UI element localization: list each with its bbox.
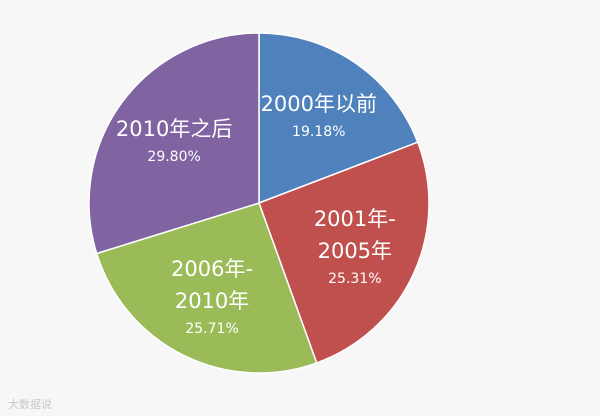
value-label: 25.71% [185,321,239,338]
pie-slice [258,141,430,364]
category-label: 2010年之后 [115,116,233,141]
slice-label: 2006年- 2010年 25.71% [171,253,253,341]
slice-label: 2001年- 2005年 25.31% [314,203,396,291]
category-label: 2000年以前 [260,92,377,117]
pie-slice [95,202,318,374]
category-label: 2006年- 2010年 [171,257,254,314]
value-label: 19.18% [292,124,346,141]
watermark: 大数据说 [8,398,52,411]
pie-slice [258,32,419,205]
slice-label: 2010年之后 29.80% [116,113,232,169]
category-label: 2001年- 2005年 [313,206,396,263]
value-label: 29.80% [147,148,201,165]
slice-label: 2000年以前 19.18% [261,88,377,144]
value-label: 25.31% [328,270,382,287]
pie-slice [88,32,260,255]
